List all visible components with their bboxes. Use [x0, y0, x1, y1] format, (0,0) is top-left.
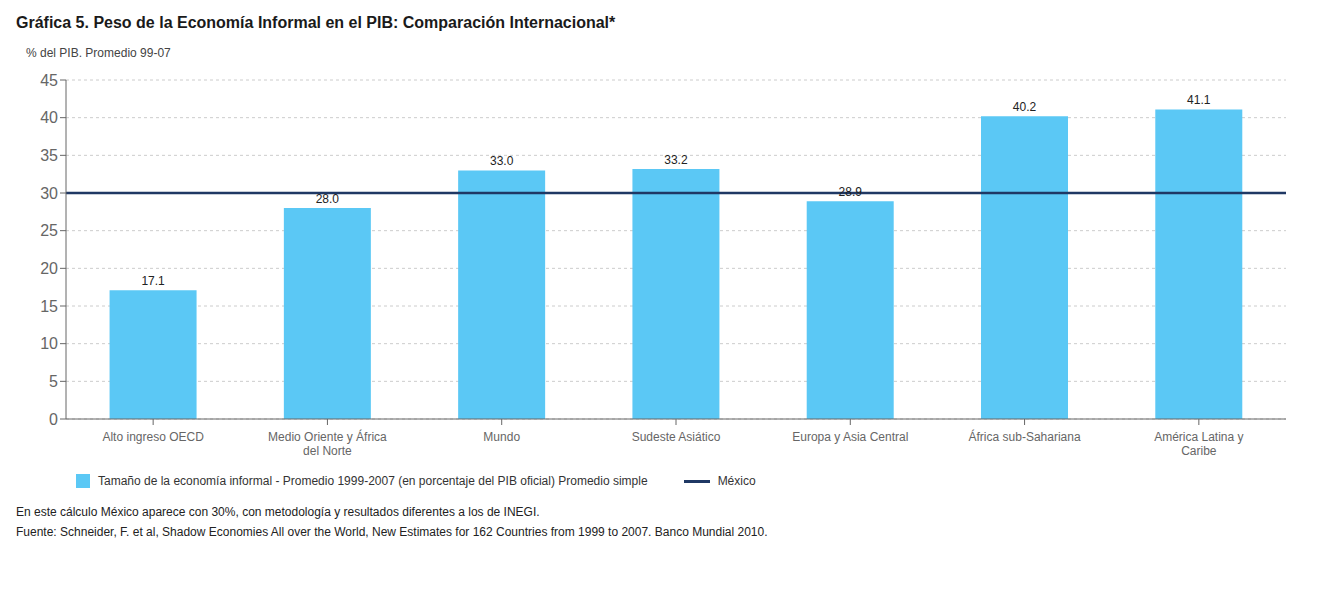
svg-text:17.1: 17.1: [141, 274, 165, 288]
svg-text:Sudeste Asiático: Sudeste Asiático: [632, 430, 721, 444]
svg-text:25: 25: [40, 222, 58, 239]
svg-text:Europa y Asia Central: Europa y Asia Central: [792, 430, 908, 444]
html-text:% del PIB. Promedio 99-07: % del PIB. Promedio 99-07: [26, 46, 171, 60]
svg-text:40: 40: [40, 109, 58, 126]
svg-text:30: 30: [40, 185, 58, 202]
html-text:Fuente: Schneider, F. et al, S: Fuente: Schneider, F. et al, Shadow Econ…: [16, 525, 768, 539]
svg-text:Medio Oriente y Áfricadel Nort: Medio Oriente y Áfricadel Norte: [268, 429, 387, 458]
html-text:Gráfica 5. Peso de la Economía: Gráfica 5. Peso de la Economía Informal …: [16, 14, 616, 31]
svg-text:33.0: 33.0: [490, 154, 514, 168]
svg-text:África sub-Sahariana: África sub-Sahariana: [969, 429, 1081, 444]
svg-text:Alto ingreso OECD: Alto ingreso OECD: [102, 430, 204, 444]
svg-text:América Latina yCaribe: América Latina yCaribe: [1154, 430, 1243, 458]
svg-text:20: 20: [40, 260, 58, 277]
svg-text:45: 45: [40, 72, 58, 89]
svg-text:10: 10: [40, 335, 58, 352]
html-text:México: México: [717, 474, 756, 488]
svg-text:41.1: 41.1: [1187, 93, 1211, 107]
svg-text:28.0: 28.0: [316, 192, 340, 206]
svg-text:35: 35: [40, 147, 58, 164]
svg-text:15: 15: [40, 298, 58, 315]
html-text:Tamaño de la economía informal: Tamaño de la economía informal - Promedi…: [98, 474, 648, 488]
svg-text:0: 0: [49, 411, 58, 428]
svg-text:28.9: 28.9: [839, 185, 863, 199]
svg-text:5: 5: [49, 373, 58, 390]
svg-text:40.2: 40.2: [1013, 100, 1037, 114]
svg-text:33.2: 33.2: [664, 153, 688, 167]
html-text:En este cálculo México aparece: En este cálculo México aparece con 30%, …: [16, 505, 540, 519]
svg-text:Mundo: Mundo: [483, 430, 520, 444]
